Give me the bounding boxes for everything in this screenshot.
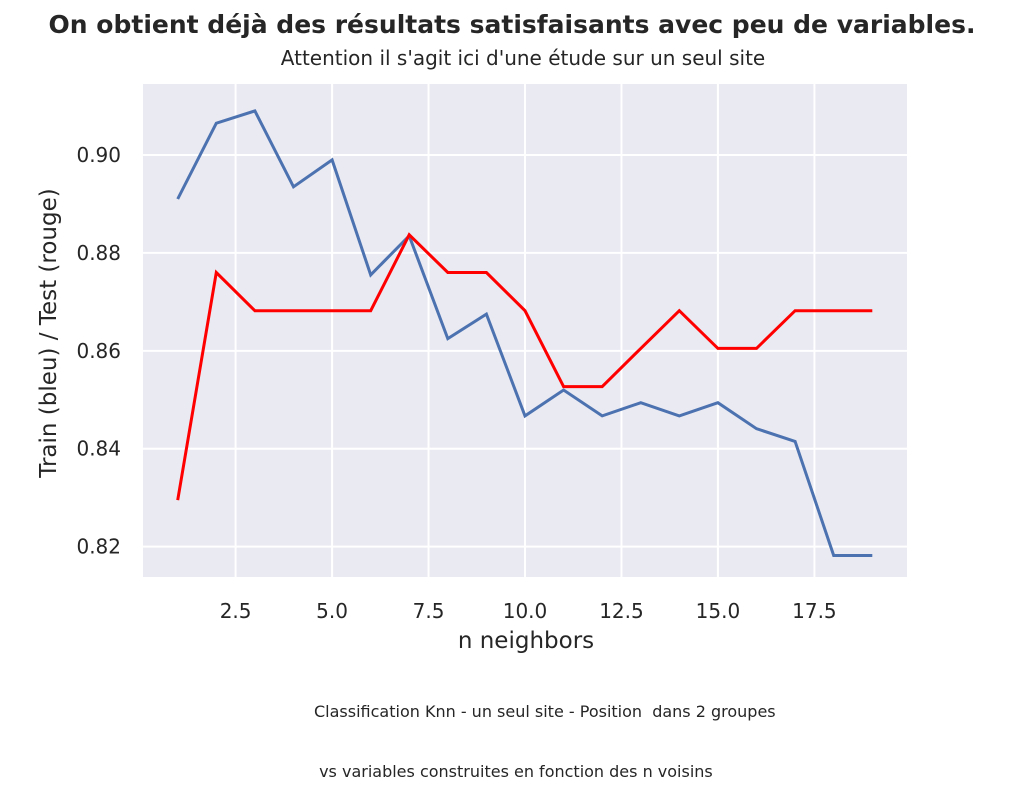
y-tick-label: 0.82 <box>76 535 121 559</box>
caption-line-1: Classification Knn - un seul site - Posi… <box>314 702 776 721</box>
y-tick-label: 0.88 <box>76 241 121 265</box>
train-series-line <box>176 109 873 557</box>
x-axis-label: n neighbors <box>458 628 594 654</box>
line-chart: 2.5 5.0 7.5 10.0 12.5 15.0 17.5 0.82 0.84 0.86 0.8… <box>36 84 907 654</box>
y-tick-label: 0.90 <box>76 143 121 167</box>
chart-caption: Classification Knn - un seul site - Posi… <box>314 662 776 802</box>
caption-line-2: vs variables construites en fonction des… <box>314 762 713 781</box>
y-axis-label: Train (bleu) / Test (rouge) <box>36 188 62 478</box>
x-tick-label: 10.0 <box>503 599 548 623</box>
test-series-line <box>176 232 873 501</box>
x-tick-label: 12.5 <box>599 599 644 623</box>
x-tick-label: 15.0 <box>696 599 741 623</box>
chart-subtitle: Attention il s'agit ici d'une étude sur … <box>280 46 766 70</box>
x-tick-label: 2.5 <box>220 599 252 623</box>
chart-title: On obtient déjà des résultats satisfaisa… <box>48 10 976 39</box>
y-tick-label: 0.84 <box>76 437 121 461</box>
x-tick-label: 7.5 <box>413 599 445 623</box>
x-tick-label: 5.0 <box>316 599 348 623</box>
y-tick-label: 0.86 <box>76 339 121 363</box>
x-tick-label: 17.5 <box>792 599 837 623</box>
